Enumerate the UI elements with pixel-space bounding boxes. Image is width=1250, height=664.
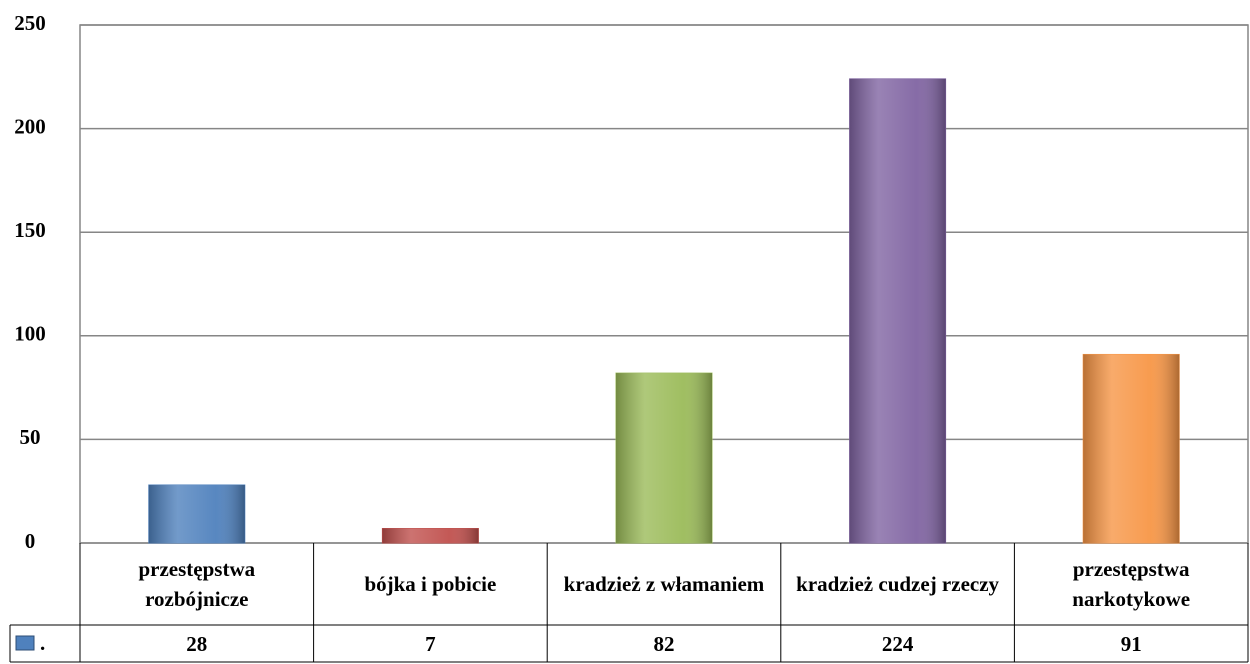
category-label: kradzież z włamaniem xyxy=(563,572,765,596)
y-tick-label: 200 xyxy=(14,114,46,138)
value-label: 91 xyxy=(1120,631,1142,656)
bar-sheen xyxy=(382,528,479,543)
bar-sheen xyxy=(849,78,946,543)
y-tick-label: 150 xyxy=(14,218,46,242)
bar-sheen xyxy=(148,484,245,543)
category-label: przestępstwa rozbójnicze xyxy=(138,557,256,611)
value-label: 82 xyxy=(653,631,675,656)
y-tick-label: 250 xyxy=(14,11,46,35)
legend-marker xyxy=(15,635,35,651)
value-label: 224 xyxy=(881,631,914,656)
y-tick-label: 50 xyxy=(20,425,41,449)
category-label: kradzież cudzej rzeczy xyxy=(796,572,1000,596)
category-label: bójka i pobicie xyxy=(364,572,497,596)
value-label: 7 xyxy=(425,631,436,656)
value-label: 28 xyxy=(186,631,208,656)
bar-sheen xyxy=(1083,354,1180,543)
legend-label: . xyxy=(40,631,45,655)
bar-sheen xyxy=(616,373,712,543)
y-tick-label: 0 xyxy=(25,529,36,553)
y-tick-label: 100 xyxy=(14,322,46,346)
category-label: przestępstwa narkotykowe xyxy=(1072,557,1191,611)
